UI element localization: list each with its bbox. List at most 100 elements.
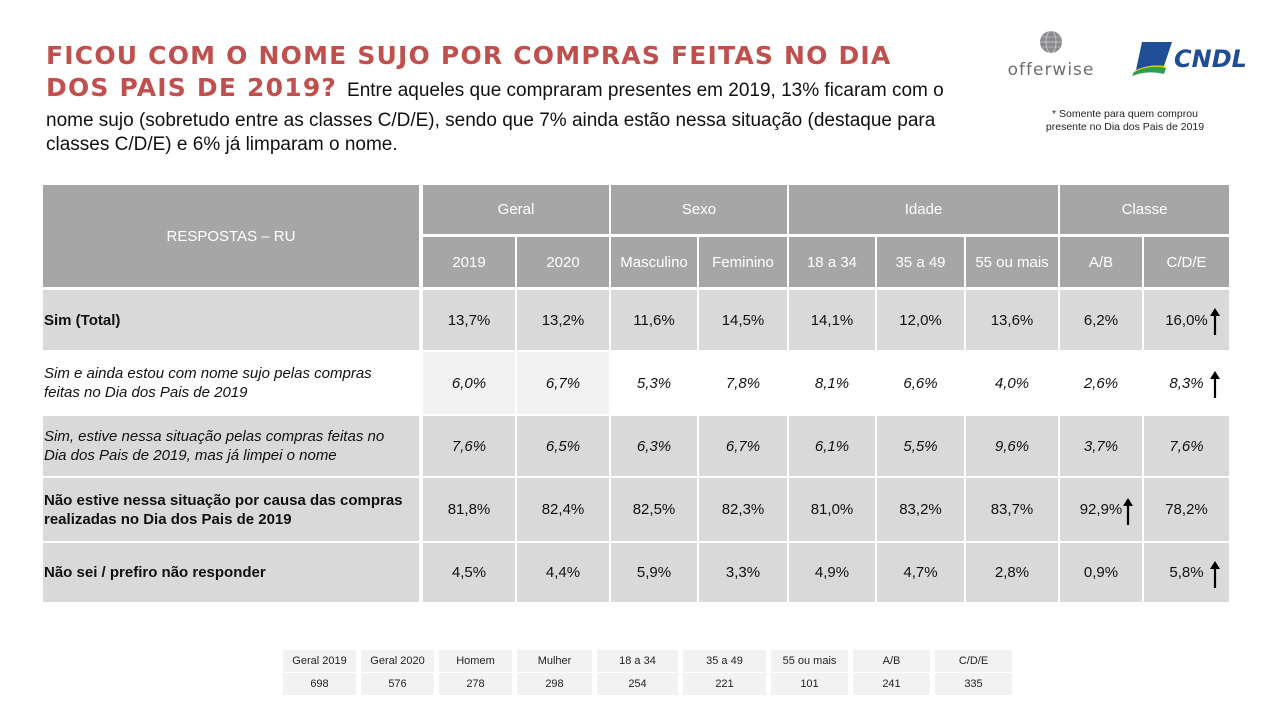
data-cell: 13,6% [966,290,1058,350]
data-cell: 2,8% [966,543,1058,602]
footnote-line-2: presente no Dia dos Pais de 2019 [1045,121,1205,133]
data-cell: 6,1% [789,416,875,476]
data-cell: 81,0% [789,478,875,541]
data-cell: 82,3% [699,478,787,541]
group-header-1: Sexo [611,185,787,234]
data-cell: 5,8% [1144,543,1229,602]
headline-text-1: FICOU COM O NOME SUJO POR COMPRAS FEITAS… [46,41,892,70]
base-label-cell: 55 ou mais [771,650,848,672]
data-cell: 5,9% [611,543,697,602]
headline-line-2: DOS PAIS DE 2019? Entre aqueles que comp… [46,72,996,107]
headline-line-1: FICOU COM O NOME SUJO POR COMPRAS FEITAS… [46,40,996,72]
up-arrow-icon [1210,560,1220,588]
base-value-cell: 221 [683,673,766,695]
column-header: 18 a 34 [789,237,875,287]
data-cell: 6,7% [517,352,609,414]
data-cell: 5,5% [877,416,964,476]
data-cell: 0,9% [1060,543,1142,602]
data-cell: 7,8% [699,352,787,414]
footnote: * Somente para quem comprou presente no … [1030,108,1220,134]
data-cell: 4,0% [966,352,1058,414]
base-value-cell: 278 [439,673,512,695]
base-value-cell: 335 [935,673,1012,695]
up-arrow-icon [1123,497,1133,525]
title-block: FICOU COM O NOME SUJO POR COMPRAS FEITAS… [46,40,996,157]
base-label-cell: C/D/E [935,650,1012,672]
offerwise-globe-icon [1040,30,1062,54]
data-cell: 14,1% [789,290,875,350]
data-cell: 4,4% [517,543,609,602]
data-cell: 11,6% [611,290,697,350]
data-cell: 13,7% [423,290,515,350]
data-cell: 81,8% [423,478,515,541]
data-cell: 6,5% [517,416,609,476]
cndl-mark-icon [1132,42,1172,76]
base-label-cell: A/B [853,650,930,672]
row-label: Sim e ainda estou com nome sujo pelas co… [43,352,419,414]
column-header: 2020 [517,237,609,287]
data-cell: 5,3% [611,352,697,414]
base-value-cell: 254 [597,673,678,695]
base-value-cell: 698 [283,673,356,695]
data-cell: 8,1% [789,352,875,414]
data-cell: 6,3% [611,416,697,476]
footnote-line-1: * Somente para quem comprou [1052,108,1198,120]
data-cell: 83,2% [877,478,964,541]
data-cell: 6,2% [1060,290,1142,350]
data-cell: 6,0% [423,352,515,414]
intro-text: Entre aqueles que compraram presentes em… [347,80,944,101]
base-label-cell: 35 a 49 [683,650,766,672]
base-label-cell: Mulher [517,650,592,672]
data-cell: 2,6% [1060,352,1142,414]
data-cell: 12,0% [877,290,964,350]
base-value-cell: 298 [517,673,592,695]
column-header: Masculino [611,237,697,287]
respostas-header: RESPOSTAS – RU [43,185,419,287]
row-label: Sim (Total) [43,290,419,350]
data-cell: 14,5% [699,290,787,350]
data-cell: 83,7% [966,478,1058,541]
row-label: Não estive nessa situação por causa das … [43,478,419,541]
cndl-logo-text: CNDL [1174,45,1247,73]
data-cell: 78,2% [1144,478,1229,541]
subtitle-line-2: classes C/D/E) e 6% já limparam o nome. [46,134,398,155]
column-header: 2019 [423,237,515,287]
column-header: A/B [1060,237,1142,287]
base-label-cell: Homem [439,650,512,672]
offerwise-logo-text: offerwise [1007,60,1095,80]
group-header-0: Geral [423,185,609,234]
data-cell: 7,6% [1144,416,1229,476]
headline-text-2: DOS PAIS DE 2019? [46,73,338,102]
group-header-2: Idade [789,185,1058,234]
data-cell: 3,7% [1060,416,1142,476]
base-label-cell: Geral 2019 [283,650,356,672]
data-cell: 4,9% [789,543,875,602]
offerwise-logo: offerwise [998,30,1104,80]
data-cell: 4,7% [877,543,964,602]
column-header: 35 a 49 [877,237,964,287]
row-label: Sim, estive nessa situação pelas compras… [43,416,419,476]
cndl-logo: CNDL [1128,40,1247,78]
group-header-3: Classe [1060,185,1229,234]
data-cell: 6,7% [699,416,787,476]
data-cell: 13,2% [517,290,609,350]
data-cell: 82,4% [517,478,609,541]
data-cell: 4,5% [423,543,515,602]
column-header: C/D/E [1144,237,1229,287]
base-label-cell: 18 a 34 [597,650,678,672]
column-header: 55 ou mais [966,237,1058,287]
base-value-cell: 101 [771,673,848,695]
data-cell: 9,6% [966,416,1058,476]
data-cell: 7,6% [423,416,515,476]
data-cell: 82,5% [611,478,697,541]
up-arrow-icon [1210,371,1220,398]
row-label: Não sei / prefiro não responder [43,543,419,602]
up-arrow-icon [1210,308,1220,335]
subtitle-line-1: nome sujo (sobretudo entre as classes C/… [46,110,936,131]
column-header: Feminino [699,237,787,287]
base-value-cell: 241 [853,673,930,695]
base-label-cell: Geral 2020 [361,650,434,672]
data-cell: 6,6% [877,352,964,414]
data-cell: 3,3% [699,543,787,602]
base-value-cell: 576 [361,673,434,695]
